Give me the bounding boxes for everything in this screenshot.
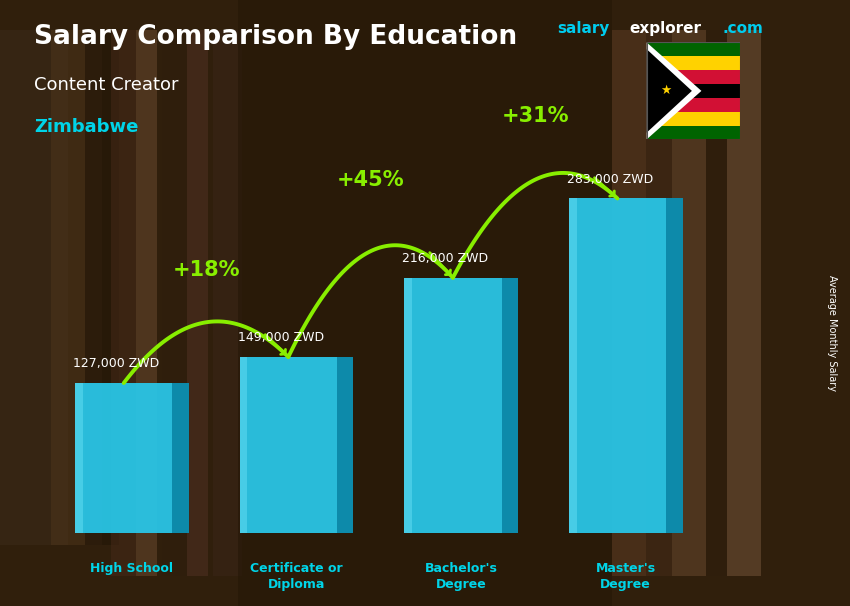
Text: 216,000 ZWD: 216,000 ZWD xyxy=(402,252,489,265)
Polygon shape xyxy=(173,383,189,533)
Bar xyxy=(647,42,740,56)
Text: 283,000 ZWD: 283,000 ZWD xyxy=(567,173,653,185)
Bar xyxy=(647,84,740,98)
Text: Bachelor's
Degree: Bachelor's Degree xyxy=(425,562,497,591)
Text: 149,000 ZWD: 149,000 ZWD xyxy=(238,331,324,344)
Text: High School: High School xyxy=(90,562,173,574)
Text: +31%: +31% xyxy=(502,106,569,127)
Text: Average Monthly Salary: Average Monthly Salary xyxy=(827,275,837,391)
Polygon shape xyxy=(647,42,701,139)
Polygon shape xyxy=(569,199,576,533)
Bar xyxy=(647,56,740,70)
Bar xyxy=(136,30,157,576)
Bar xyxy=(706,30,727,576)
Bar xyxy=(647,42,740,139)
Polygon shape xyxy=(337,357,354,533)
Bar xyxy=(162,30,187,576)
Text: Content Creator: Content Creator xyxy=(34,76,178,94)
Polygon shape xyxy=(502,278,518,533)
Bar xyxy=(187,30,208,576)
Text: .com: .com xyxy=(722,21,763,36)
Polygon shape xyxy=(75,383,173,533)
Text: 127,000 ZWD: 127,000 ZWD xyxy=(73,357,160,370)
Polygon shape xyxy=(75,383,83,533)
Polygon shape xyxy=(666,199,683,533)
Bar xyxy=(612,30,646,576)
Bar xyxy=(85,30,119,545)
Bar xyxy=(647,125,740,139)
Text: explorer: explorer xyxy=(629,21,701,36)
Text: +45%: +45% xyxy=(337,170,405,190)
Bar xyxy=(672,30,705,576)
Bar xyxy=(727,30,761,576)
Polygon shape xyxy=(569,199,666,533)
Bar xyxy=(51,30,102,545)
Bar xyxy=(110,30,136,576)
Text: salary: salary xyxy=(557,21,609,36)
Text: Salary Comparison By Education: Salary Comparison By Education xyxy=(34,24,517,50)
Bar xyxy=(647,112,740,125)
Polygon shape xyxy=(405,278,501,533)
Bar xyxy=(0,30,68,545)
Bar xyxy=(647,98,740,112)
Bar xyxy=(646,30,672,576)
Text: Master's
Degree: Master's Degree xyxy=(596,562,655,591)
Polygon shape xyxy=(240,357,247,533)
Polygon shape xyxy=(405,278,412,533)
Polygon shape xyxy=(647,49,692,133)
Text: Certificate or
Diploma: Certificate or Diploma xyxy=(250,562,343,591)
Text: +18%: +18% xyxy=(173,260,240,280)
Bar xyxy=(212,30,242,576)
Bar xyxy=(647,70,740,84)
Text: ★: ★ xyxy=(660,84,672,98)
Text: Zimbabwe: Zimbabwe xyxy=(34,118,139,136)
Polygon shape xyxy=(240,357,337,533)
Bar xyxy=(238,0,612,606)
